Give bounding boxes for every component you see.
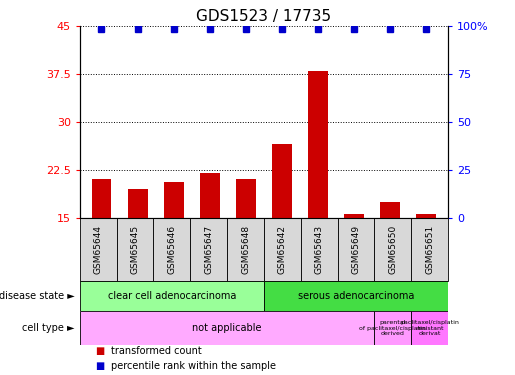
Bar bbox=[411, 311, 448, 345]
Bar bbox=[80, 311, 374, 345]
Text: ■: ■ bbox=[95, 361, 105, 370]
Text: GSM65642: GSM65642 bbox=[278, 225, 287, 274]
Bar bbox=[264, 217, 301, 281]
Text: GSM65649: GSM65649 bbox=[352, 225, 360, 274]
Bar bbox=[411, 217, 448, 281]
Text: percentile rank within the sample: percentile rank within the sample bbox=[111, 361, 276, 370]
Text: GSM65643: GSM65643 bbox=[315, 225, 323, 274]
Text: transformed count: transformed count bbox=[111, 346, 201, 355]
Bar bbox=[153, 217, 191, 281]
Text: GSM65645: GSM65645 bbox=[131, 225, 140, 274]
Text: cell type ►: cell type ► bbox=[22, 323, 75, 333]
Text: serous adenocarcinoma: serous adenocarcinoma bbox=[298, 291, 414, 301]
Bar bbox=[92, 179, 111, 218]
Text: paclitaxel/cisplatin
resistant
derivat: paclitaxel/cisplatin resistant derivat bbox=[400, 320, 459, 336]
Text: GSM65650: GSM65650 bbox=[388, 225, 397, 274]
Bar bbox=[80, 217, 116, 281]
Bar bbox=[338, 217, 374, 281]
Bar bbox=[236, 179, 256, 218]
Text: parental
of paclitaxel/cisplatin
derived: parental of paclitaxel/cisplatin derived bbox=[359, 320, 426, 336]
Bar bbox=[116, 217, 153, 281]
Bar bbox=[80, 281, 264, 311]
Text: GSM65651: GSM65651 bbox=[425, 225, 434, 274]
Text: ■: ■ bbox=[95, 346, 105, 355]
Text: GSM65648: GSM65648 bbox=[241, 225, 250, 274]
Bar bbox=[301, 217, 338, 281]
Text: disease state ►: disease state ► bbox=[0, 291, 75, 301]
Bar bbox=[264, 281, 448, 311]
Bar bbox=[308, 71, 328, 217]
Bar bbox=[344, 214, 364, 217]
Bar bbox=[272, 144, 292, 218]
Text: GSM65646: GSM65646 bbox=[167, 225, 176, 274]
Text: GSM65644: GSM65644 bbox=[94, 225, 102, 274]
Bar bbox=[200, 173, 220, 217]
Bar bbox=[381, 202, 400, 217]
Bar bbox=[374, 311, 411, 345]
Bar bbox=[164, 183, 184, 218]
Bar bbox=[374, 217, 411, 281]
Text: not applicable: not applicable bbox=[193, 323, 262, 333]
Bar bbox=[191, 217, 227, 281]
Bar bbox=[128, 189, 147, 217]
Text: GSM65647: GSM65647 bbox=[204, 225, 213, 274]
Bar bbox=[227, 217, 264, 281]
Bar bbox=[417, 214, 436, 217]
Title: GDS1523 / 17735: GDS1523 / 17735 bbox=[196, 9, 332, 24]
Text: clear cell adenocarcinoma: clear cell adenocarcinoma bbox=[108, 291, 236, 301]
